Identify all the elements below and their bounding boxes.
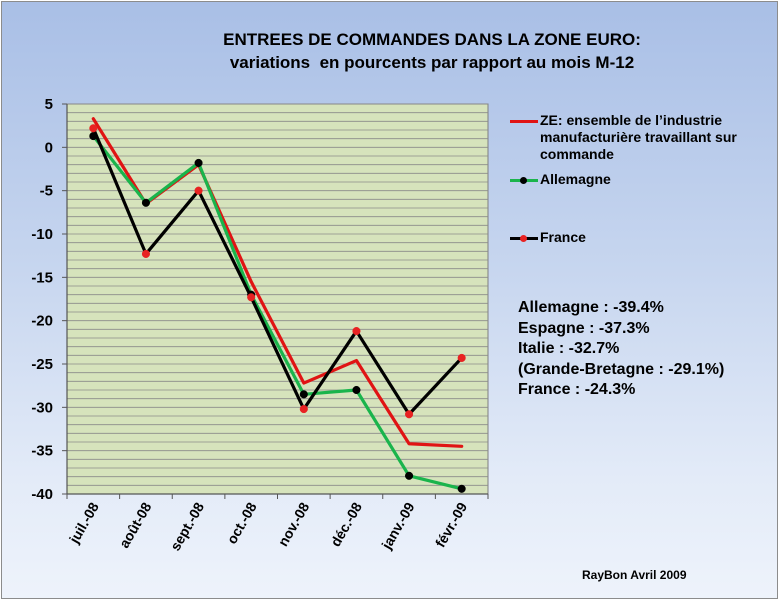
data-point: [299, 405, 308, 414]
series-line: [91, 134, 464, 491]
data-point: [141, 249, 150, 258]
x-tick-label: oct.-08: [223, 499, 260, 546]
series-line: [91, 126, 464, 416]
data-point: [89, 124, 98, 133]
data-point: [141, 198, 150, 207]
data-point: [405, 410, 414, 419]
x-tick-label: déc.-08: [327, 499, 365, 549]
x-tick-label: févr.-09: [432, 499, 470, 550]
stat-italie: Italie : -32.7%: [518, 340, 620, 357]
data-point: [299, 390, 308, 399]
y-tick-label: 0: [45, 139, 53, 156]
chart-title-block: ENTREES DE COMMANDES DANS LA ZONE EURO: …: [152, 28, 712, 74]
y-tick-label: -20: [31, 313, 53, 330]
y-tick-label: -5: [40, 183, 53, 200]
data-point: [194, 186, 203, 195]
legend-label-ze: ZE: ensemble de l’industrie manufacturiè…: [540, 112, 737, 162]
stat-allemagne: Allemagne : -39.4%: [518, 299, 664, 316]
legend-label-france: France: [540, 229, 586, 245]
data-point: [352, 327, 361, 336]
y-tick-label: 5: [45, 96, 53, 113]
data-point: [457, 484, 466, 493]
country-stats: Allemagne : -39.4% Espagne : -37.3% Ital…: [518, 298, 724, 401]
legend-marker-allemagne: [520, 177, 527, 184]
y-tick-label: -40: [31, 486, 53, 503]
credit-text: RayBon Avril 2009: [582, 568, 687, 582]
stat-espagne: Espagne : -37.3%: [518, 319, 650, 337]
data-point: [457, 353, 466, 362]
legend-marker-france: [520, 235, 527, 242]
y-tick-label: -30: [31, 399, 53, 416]
chart-subtitle: variations en pourcents par rapport au m…: [229, 53, 635, 72]
y-tick-label: -15: [31, 269, 53, 286]
x-tick-label: juil.-08: [65, 499, 102, 546]
y-tick-label: -25: [31, 356, 53, 373]
x-tick-label: janv.-09: [378, 499, 418, 552]
data-point: [194, 158, 203, 167]
x-tick-label: sept.-08: [167, 499, 207, 553]
legend-swatch-ze: [510, 120, 538, 123]
stat-grande-bretagne: (Grande-Bretagne : -29.1%): [518, 360, 725, 378]
data-point: [247, 293, 256, 302]
y-tick-label: -35: [31, 443, 53, 460]
x-tick-label: nov.-08: [275, 499, 313, 549]
x-tick-label: août-08: [116, 499, 155, 550]
chart-title: ENTREES DE COMMANDES DANS LA ZONE EURO:: [223, 30, 641, 49]
data-point: [89, 132, 98, 141]
plot-area: [66, 103, 489, 495]
stat-france: France : -24.3%: [518, 381, 636, 398]
data-point: [352, 385, 361, 395]
legend-label-allemagne: Allemagne: [540, 171, 611, 187]
data-point: [405, 471, 414, 480]
y-tick-label: -10: [31, 226, 53, 243]
